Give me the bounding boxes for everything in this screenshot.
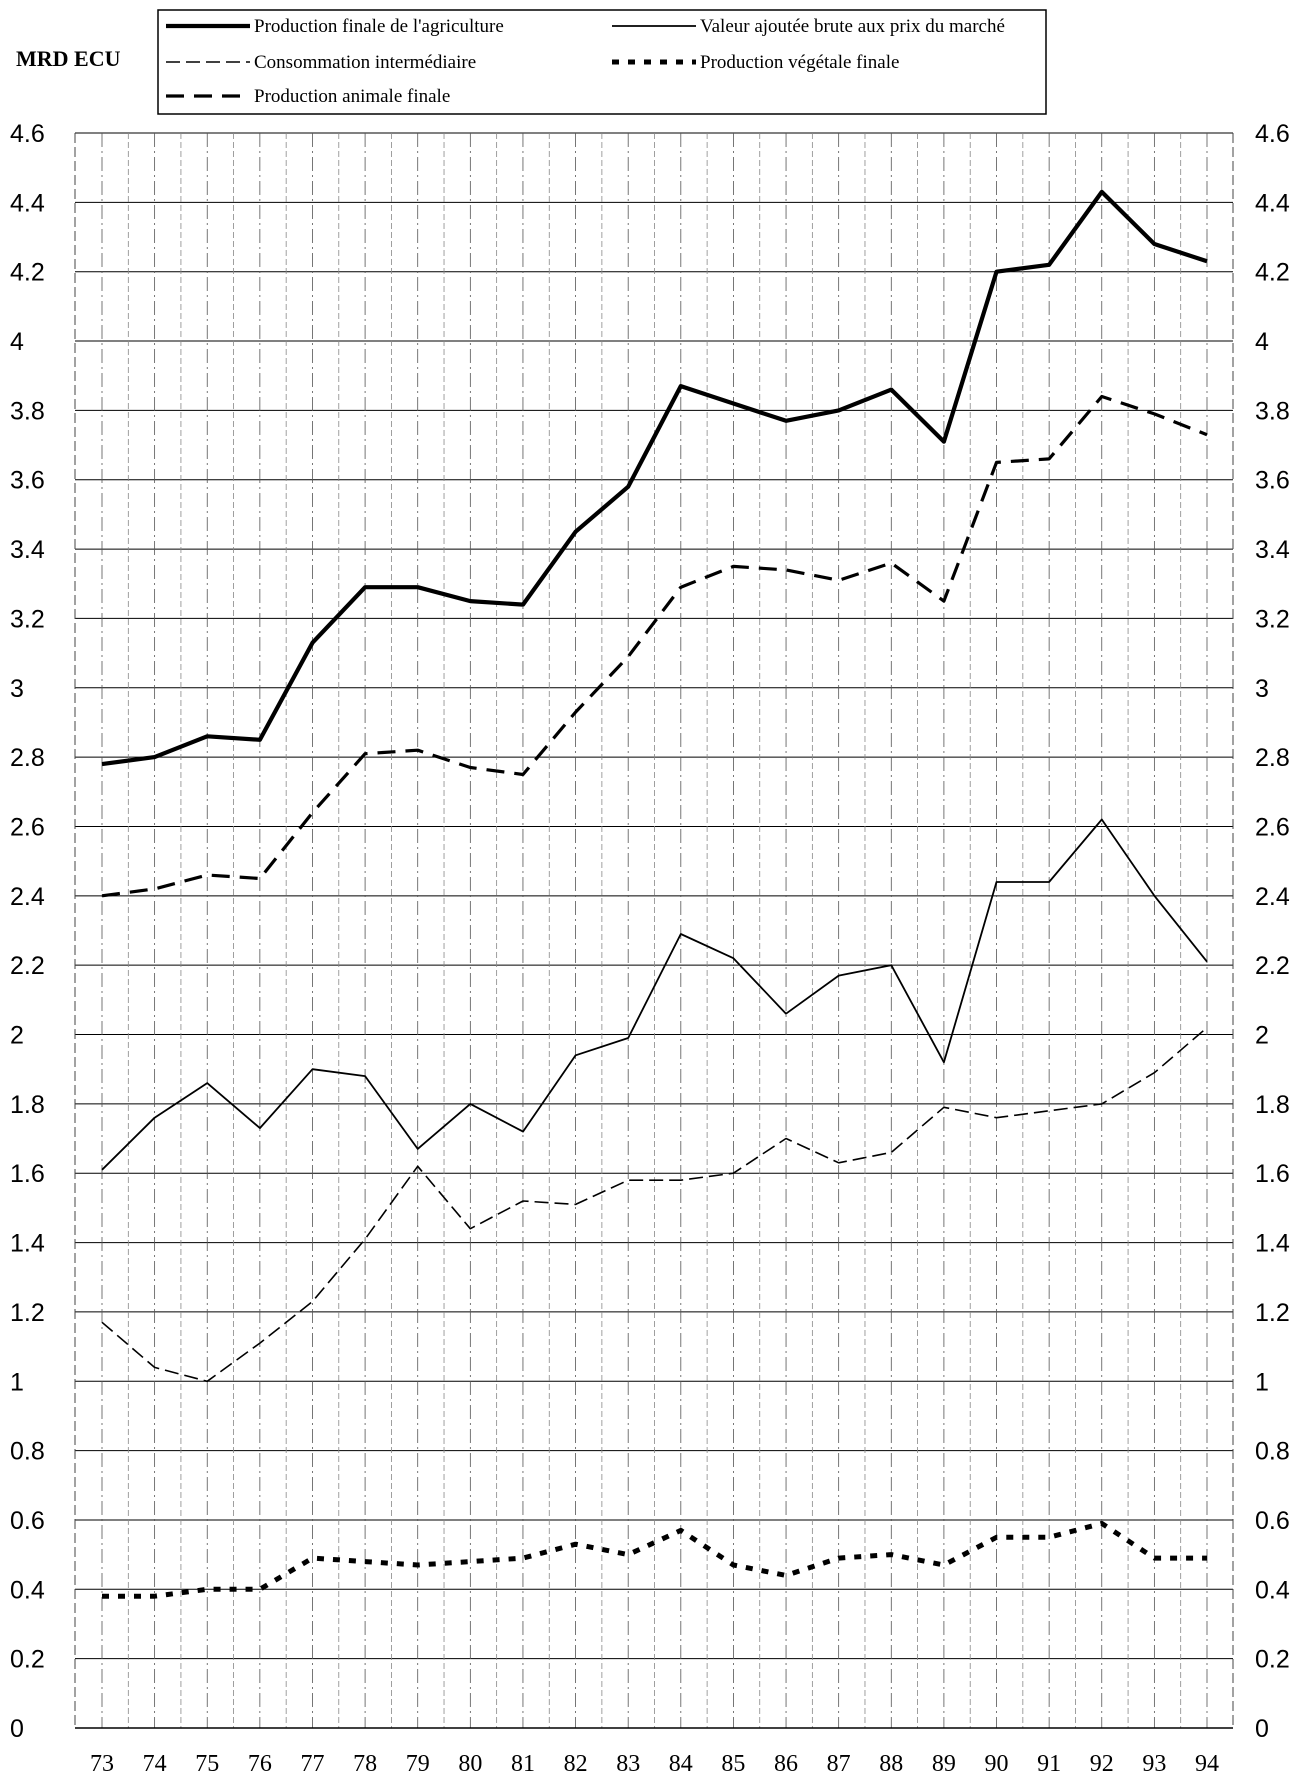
y-tick-label-right: 2.6 [1255, 813, 1290, 841]
y-tick-label-right: 1.2 [1255, 1299, 1290, 1327]
x-tick-label: 83 [616, 1751, 640, 1777]
y-tick-label-left: 3.6 [10, 467, 45, 495]
y-tick-label-left: 3.4 [10, 536, 45, 564]
y-tick-label-left: 1.2 [10, 1299, 45, 1327]
y-tick-label-right: 3.4 [1255, 536, 1290, 564]
y-tick-label-right: 0.4 [1255, 1576, 1290, 1604]
series-line-3 [102, 1520, 1207, 1599]
x-tick-label: 88 [879, 1751, 903, 1777]
x-tick-label: 80 [458, 1751, 482, 1777]
y-tick-label-left: 4.4 [10, 189, 45, 217]
x-tick-label: 78 [353, 1751, 377, 1777]
x-tick-label: 91 [1037, 1751, 1061, 1777]
y-tick-label-right: 3.6 [1255, 467, 1290, 495]
y-tick-label-right: 2.2 [1255, 952, 1290, 980]
y-axis-right: 0 0.2 0.4 0.6 0.8 1 1.2 1.4 1.6 1.8 2 2.2 2.4 2.6 2.8 3… [1255, 120, 1290, 1743]
y-tick-label-left: 0.2 [10, 1646, 45, 1674]
x-tick-label: 89 [932, 1751, 956, 1777]
x-tick-label: 92 [1090, 1751, 1114, 1777]
y-tick-label-left: 3.2 [10, 605, 45, 633]
y-tick-label-left: 2.8 [10, 744, 45, 772]
y-tick-label-right: 2 [1255, 1022, 1269, 1050]
x-tick-label: 86 [774, 1751, 798, 1777]
y-tick-label-right: 0.6 [1255, 1507, 1290, 1535]
x-tick-label: 76 [248, 1751, 272, 1777]
series-line-1 [101, 818, 1208, 1171]
y-tick-label-left: 1 [10, 1368, 24, 1396]
x-tick-label: 79 [406, 1751, 430, 1777]
y-tick-label-left: 2.2 [10, 952, 45, 980]
legend-label: Production finale de l'agriculture [254, 16, 504, 37]
y-tick-label-left: 0.4 [10, 1576, 45, 1604]
y-tick-label-right: 2.4 [1255, 883, 1290, 911]
x-tick-label: 73 [90, 1751, 114, 1777]
y-tick-label-left: 1.6 [10, 1160, 45, 1188]
y-tick-label-left: 4 [10, 328, 24, 356]
y-tick-label-right: 4.4 [1255, 189, 1290, 217]
grid [74, 132, 1234, 1729]
y-axis-left: 0 0.2 0.4 0.6 0.8 1 1.2 1.4 1.6 1.8 2 2.2 2.4 2.6 2.8 3… [10, 120, 45, 1743]
x-tick-label: 84 [669, 1751, 693, 1777]
y-tick-label-right: 3.2 [1255, 605, 1290, 633]
series-lines [101, 189, 1208, 1599]
legend-label: Valeur ajoutée brute aux prix du marché [700, 16, 1005, 37]
y-tick-label-right: 1.4 [1255, 1230, 1290, 1258]
x-tick-label: 81 [511, 1751, 535, 1777]
y-tick-label-left: 3.8 [10, 397, 45, 425]
x-tick-label: 93 [1142, 1751, 1166, 1777]
y-tick-label-right: 0.8 [1255, 1438, 1290, 1466]
y-tick-label-left: 2 [10, 1022, 24, 1050]
legend-box [157, 9, 1047, 115]
y-tick-label-right: 4.2 [1255, 259, 1290, 287]
y-tick-label-left: 4.6 [10, 120, 45, 148]
y-tick-label-left: 2.4 [10, 883, 45, 911]
y-tick-label-left: 3 [10, 675, 24, 703]
y-tick-label-left: 1.4 [10, 1230, 45, 1258]
series-line-2 [101, 1026, 1208, 1383]
x-tick-label: 77 [300, 1751, 324, 1777]
x-axis: 73 74 75 76 77 78 79 80 81 82 83 84 85 86 87 88 89 90 91 92… [90, 1751, 1219, 1777]
y-tick-label-right: 1.8 [1255, 1091, 1290, 1119]
y-tick-label-left: 4.2 [10, 259, 45, 287]
legend: Production finale de l'agriculture Valeur… [157, 9, 1047, 115]
x-tick-label: 90 [985, 1751, 1009, 1777]
y-tick-label-right: 1.6 [1255, 1160, 1290, 1188]
y-tick-label-right: 3.8 [1255, 397, 1290, 425]
y-tick-label-left: 2.6 [10, 813, 45, 841]
legend-label: Production végétale finale [700, 52, 899, 73]
x-tick-label: 85 [721, 1751, 745, 1777]
y-tick-label-right: 1 [1255, 1368, 1269, 1396]
y-tick-label-right: 0.2 [1255, 1646, 1290, 1674]
series-line-4 [101, 394, 1208, 898]
y-axis-label: MRD ECU [16, 46, 121, 71]
series-line-0 [101, 189, 1208, 767]
y-tick-label-right: 3 [1255, 675, 1269, 703]
y-tick-label-left: 0.8 [10, 1438, 45, 1466]
y-tick-label-right: 4.6 [1255, 120, 1290, 148]
y-tick-label-left: 1.8 [10, 1091, 45, 1119]
x-tick-label: 94 [1195, 1751, 1219, 1777]
x-tick-label: 74 [143, 1751, 167, 1777]
y-tick-label-right: 2.8 [1255, 744, 1290, 772]
x-tick-label: 87 [827, 1751, 851, 1777]
y-tick-label-left: 0.6 [10, 1507, 45, 1535]
x-tick-label: 75 [195, 1751, 219, 1777]
y-tick-label-right: 4 [1255, 328, 1269, 356]
y-tick-label-left: 0 [10, 1715, 24, 1743]
y-tick-label-right: 0 [1255, 1715, 1269, 1743]
x-tick-label: 82 [564, 1751, 588, 1777]
legend-label: Consommation intermédiaire [254, 52, 476, 73]
legend-label: Production animale finale [254, 86, 450, 107]
